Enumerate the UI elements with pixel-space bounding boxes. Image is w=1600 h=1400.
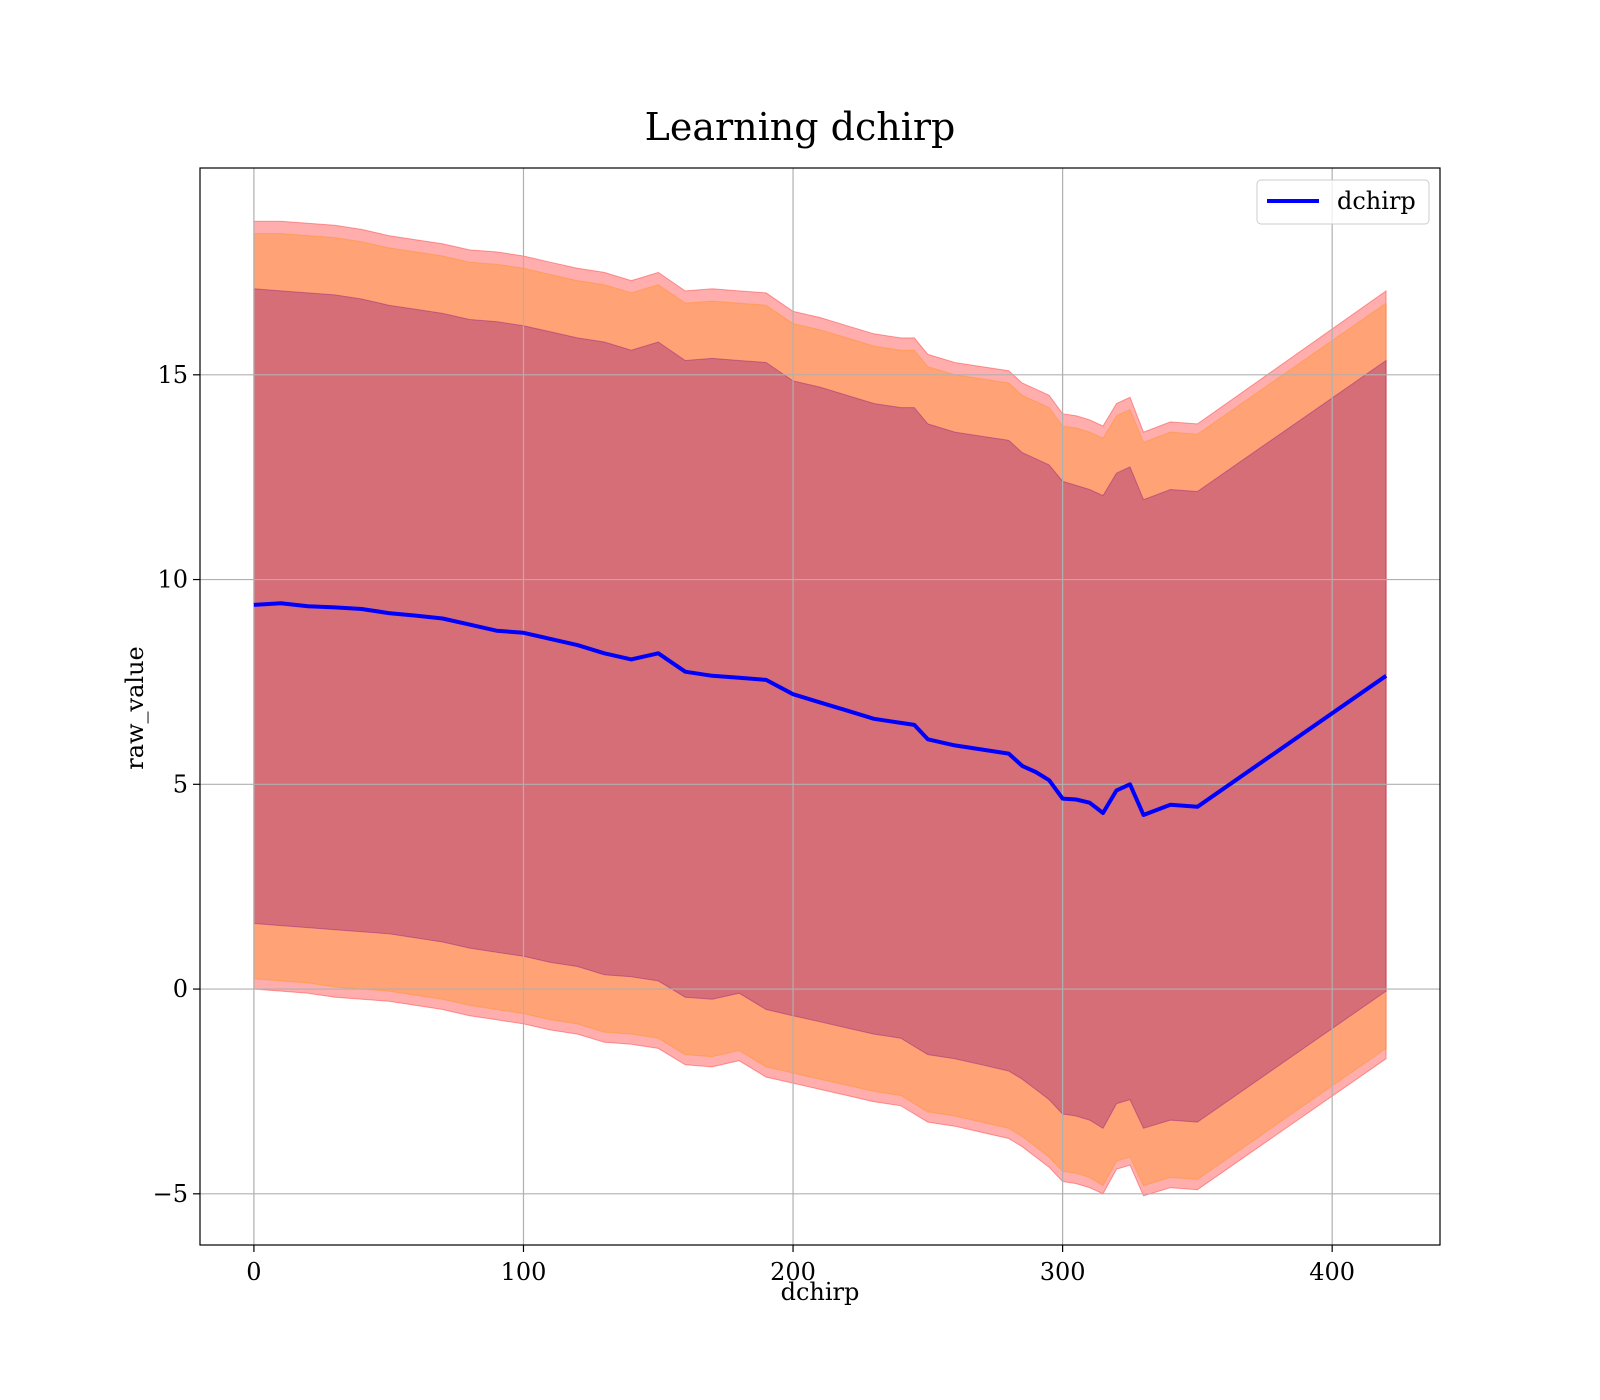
- band-3sd: [253, 220, 1387, 1197]
- series-lines: [253, 601, 1388, 817]
- plot-frame: [199, 167, 1441, 1246]
- grid: [200, 168, 1440, 1245]
- y-axis-label: raw_value: [121, 646, 149, 770]
- y-tick-label: −5: [153, 1180, 188, 1208]
- y-tick-label: 10: [157, 566, 188, 594]
- x-tick-label: 0: [246, 1258, 261, 1286]
- legend-box: [1256, 179, 1430, 225]
- x-tick-label: 200: [770, 1258, 816, 1286]
- y-tick-label: 15: [157, 361, 188, 389]
- x-tick-label: 300: [1040, 1258, 1086, 1286]
- y-axis-ticks: −5 0 5 10 15: [153, 361, 200, 1208]
- legend: dchirp: [1256, 179, 1430, 225]
- y-tick-label: 5: [173, 770, 188, 798]
- legend-label-dchirp: dchirp: [1337, 187, 1416, 215]
- chart-title: Learning dchirp: [645, 105, 956, 149]
- band-2sd: [253, 233, 1387, 1187]
- series-line-dchirp: [253, 601, 1388, 817]
- band-1sd: [253, 288, 1387, 1130]
- confidence-bands: [253, 220, 1387, 1197]
- y-tick-label: 0: [173, 975, 188, 1003]
- x-tick-label: 400: [1309, 1258, 1355, 1286]
- x-axis-ticks: 0 100 200 300 400: [246, 1245, 1355, 1286]
- x-tick-label: 100: [501, 1258, 547, 1286]
- x-axis-label: dchirp: [781, 1278, 860, 1306]
